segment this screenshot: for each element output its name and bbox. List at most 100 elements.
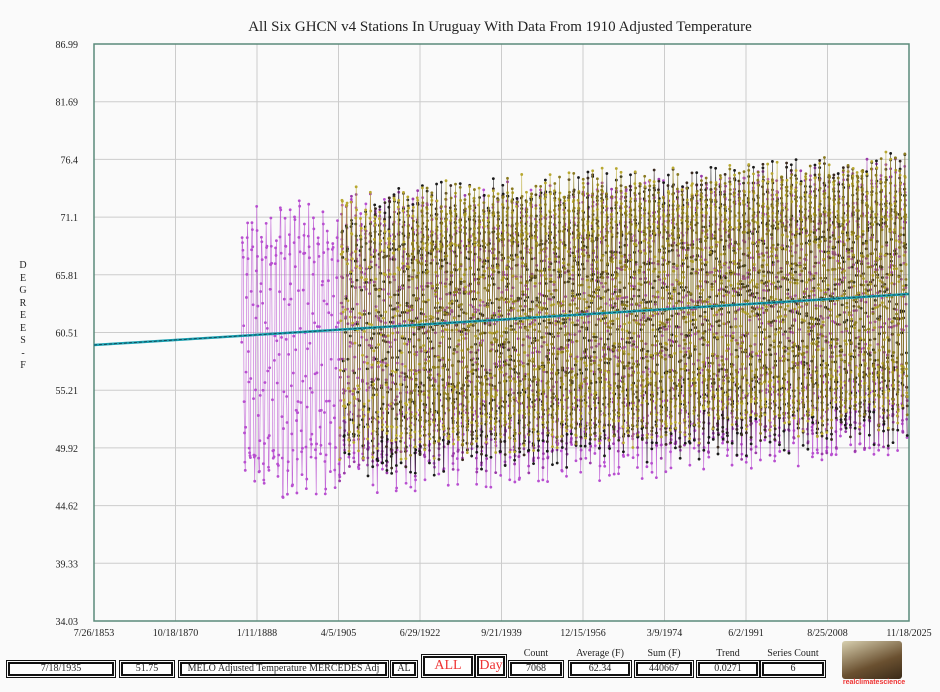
y-tick-label: 34.03 [56,617,79,628]
data-point [262,481,266,485]
data-point [265,326,269,330]
data-point [499,474,503,477]
data-point [269,244,273,248]
data-point [331,242,335,245]
chart-title: All Six GHCN v4 Stations In Uruguay With… [248,19,752,35]
data-point [255,229,259,232]
data-point [569,440,573,444]
data-point [306,234,310,238]
data-point [268,366,272,370]
data-point [301,379,305,383]
data-point [768,440,772,444]
data-point [697,457,701,461]
data-point [489,432,493,436]
chart[interactable]: 86.9981.6976.471.165.8160.5155.2149.9244… [0,0,940,650]
data-point [527,471,531,475]
data-point [882,445,885,449]
data-point [771,160,774,163]
data-point [308,256,311,260]
y-tick-label: 65.81 [56,271,79,282]
data-point [317,325,321,329]
data-point [289,282,292,286]
data-point [657,177,661,181]
data-point [529,188,533,192]
data-point [368,231,372,235]
data-point [423,455,427,459]
data-point [695,171,699,175]
y-tick-label: 49.92 [56,444,79,455]
data-point [376,459,380,463]
data-point [352,456,356,460]
data-point [322,251,326,254]
data-point [286,460,290,464]
data-point [659,456,663,460]
data-point [409,470,412,474]
data-point [263,442,266,445]
data-point [259,290,263,293]
data-point [714,166,718,170]
data-point [442,469,446,473]
data-point [617,436,621,440]
data-point [328,442,332,446]
data-point [325,302,329,306]
data-point [792,441,795,445]
data-point [484,485,488,489]
data-point [318,425,322,429]
data-point [579,470,583,474]
plot-frame [93,43,910,622]
data-point [681,185,684,189]
data-point [309,455,313,459]
data-point [482,193,486,197]
data-point [305,405,309,409]
data-point [328,470,332,473]
data-point [296,400,300,403]
data-point [707,451,710,454]
data-point [905,436,909,439]
data-point [730,463,734,467]
data-point [474,456,478,460]
data-point [304,445,308,449]
data-point [261,388,265,392]
data-point [622,450,625,454]
data-point [843,423,847,427]
data-point [312,260,316,264]
data-point [321,280,324,283]
data-point [301,288,305,292]
data-point [309,438,313,441]
data-point [245,296,248,299]
data-point [752,165,755,169]
data-point [683,441,687,445]
data-point [794,158,798,162]
data-point [480,452,483,456]
data-point [260,258,264,262]
data-point [484,454,488,457]
data-point [311,272,315,276]
data-point [441,438,445,442]
x-tick-label: 11/18/2025 [886,628,931,639]
data-point [872,443,876,446]
data-point [872,452,876,456]
data-point [593,444,597,448]
data-point [617,472,620,476]
data-point [300,473,304,477]
data-point [381,461,384,465]
data-point [789,163,793,167]
data-point [243,468,247,472]
data-point [267,465,270,469]
data-point [385,471,389,475]
data-point [839,434,842,438]
data-point [332,416,336,420]
data-point [617,465,621,469]
data-point [458,182,462,186]
data-point [597,446,601,450]
data-point [875,159,878,163]
data-point [749,466,753,470]
data-point [725,431,729,435]
data-point [452,452,455,455]
data-point [333,468,337,472]
data-point [815,448,819,452]
data-point [782,448,786,452]
data-point [777,434,781,437]
data-point [470,454,474,458]
data-point [240,340,244,344]
